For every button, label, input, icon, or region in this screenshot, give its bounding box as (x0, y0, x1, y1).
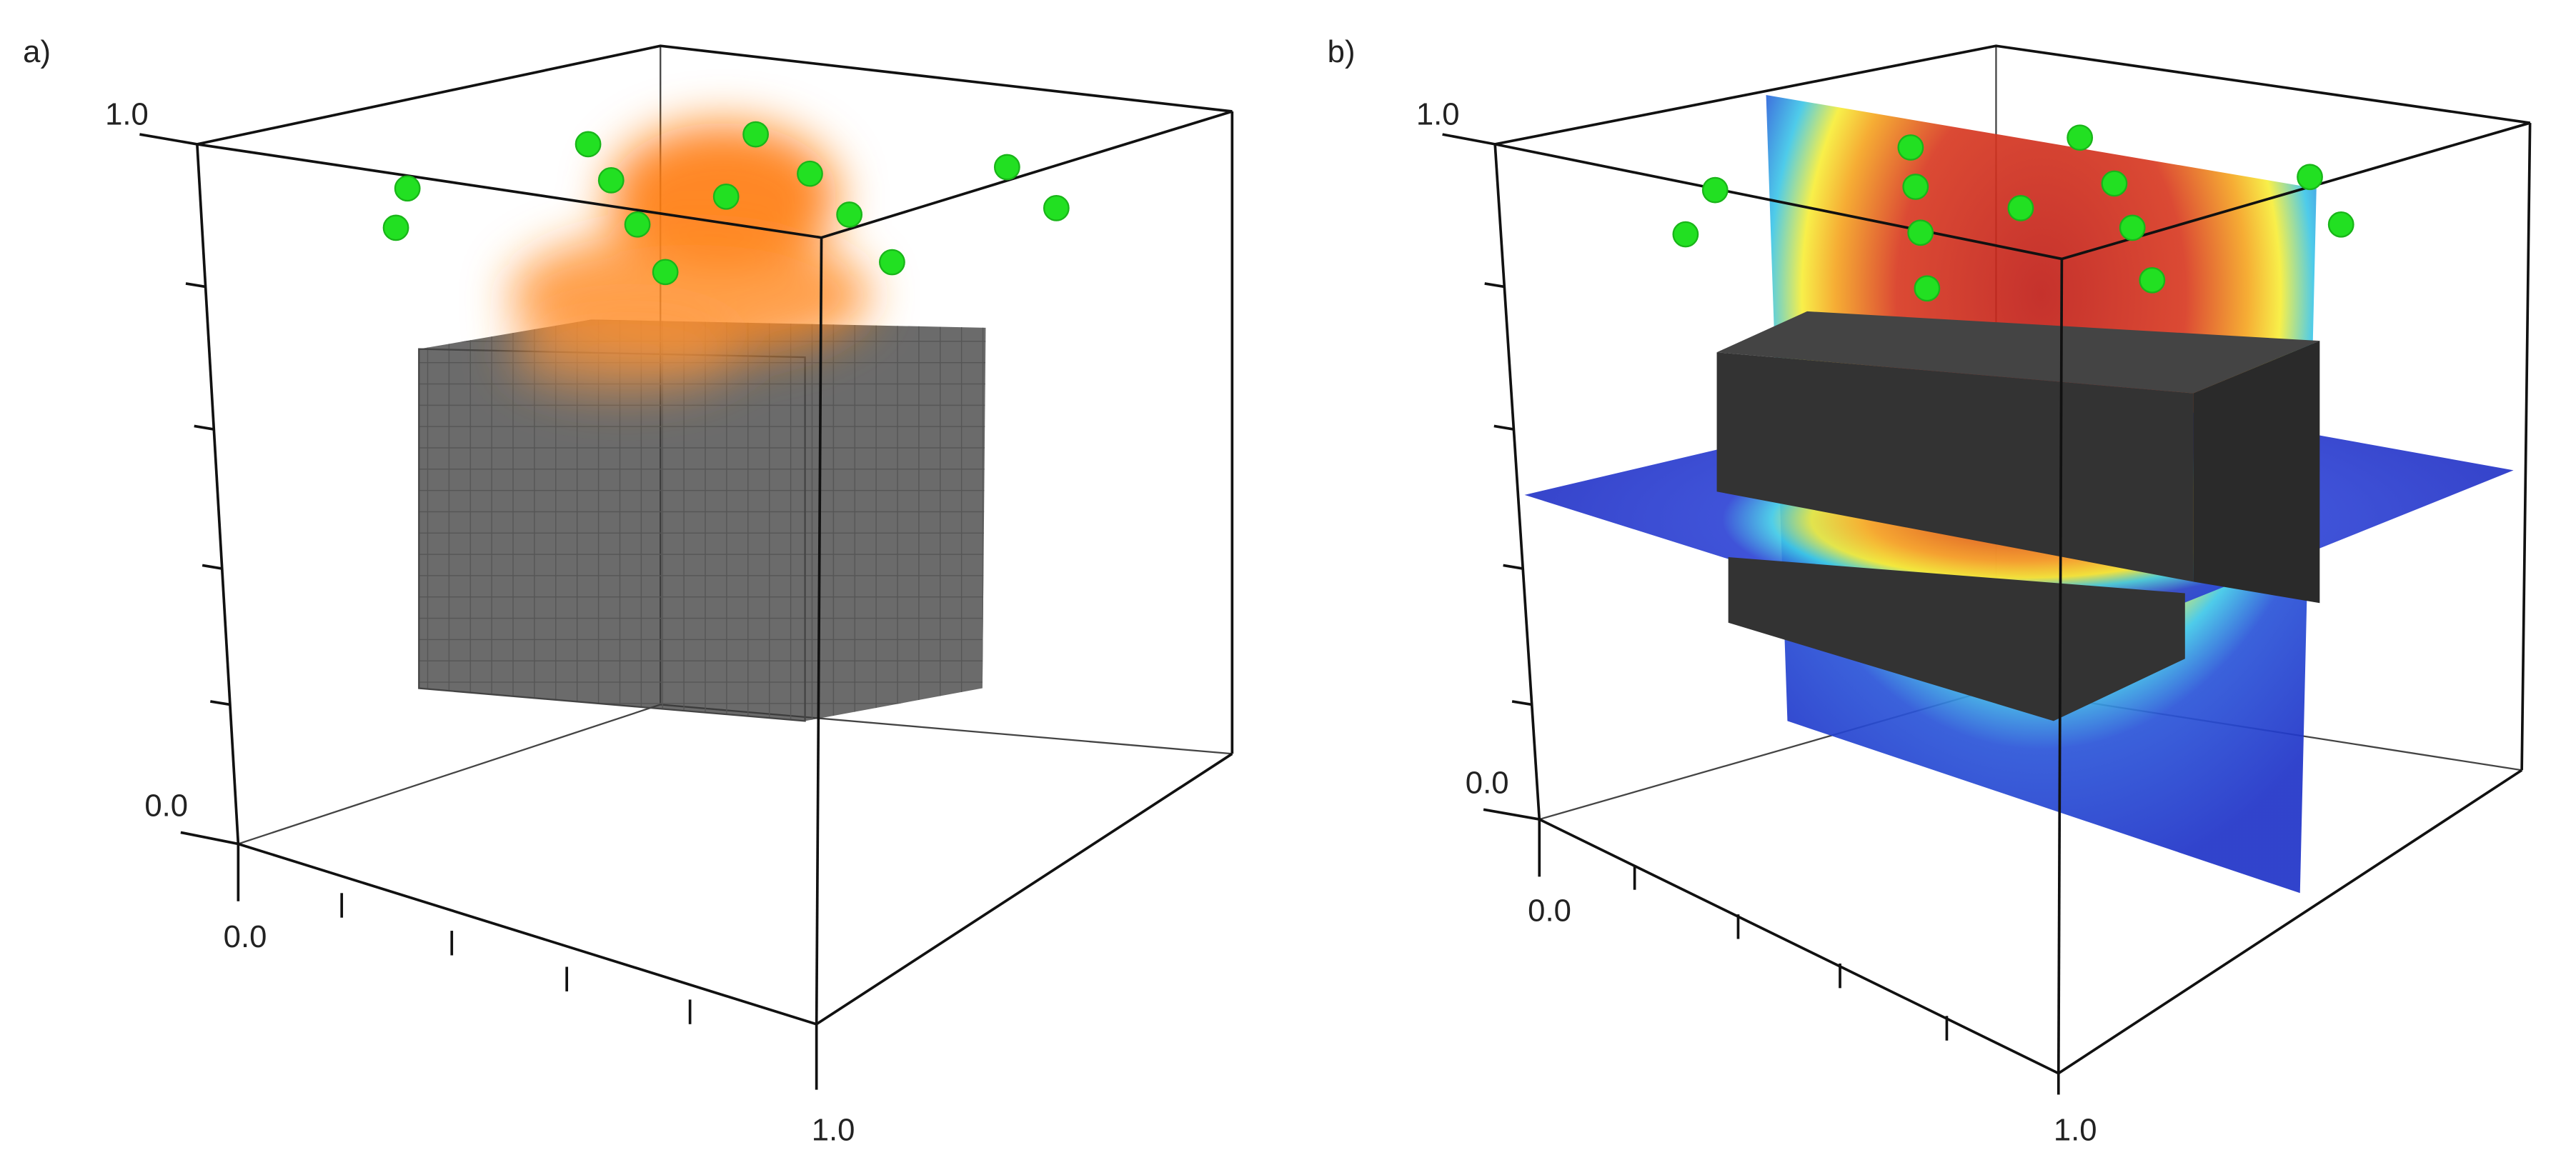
sensor-point (2139, 266, 2166, 294)
box-edge (238, 704, 1233, 845)
upper-block-side (2193, 341, 2320, 604)
axis-extension (1442, 133, 1496, 146)
sensor-point (1043, 194, 1070, 221)
axis-label: 0.0 (1466, 766, 1509, 800)
panel-a: a) 1.0 0.0 0.0 1.0 (23, 35, 1234, 1148)
sensor-point (394, 175, 421, 202)
axis-tick (1484, 282, 1505, 289)
sensor-point (797, 160, 823, 187)
box-edge (815, 237, 823, 1024)
axis-label: 0.0 (144, 789, 188, 824)
sensor-point (742, 121, 769, 148)
sensor-point (624, 211, 651, 238)
axis-label: 0.0 (224, 920, 267, 954)
sensor-point (597, 167, 625, 194)
upper-block-front (1716, 352, 2194, 582)
sensor-point (575, 131, 602, 158)
sensor-point (2327, 211, 2354, 238)
axis-tick (1511, 700, 1533, 706)
panel-b: b) 1.0 0.0 0.0 1.0 (1328, 35, 2532, 1148)
sensor-point (2297, 164, 2323, 191)
axis-label: 1.0 (105, 97, 149, 131)
sensor-point (1914, 275, 1941, 302)
axis-tick (210, 700, 231, 706)
axis-tick (1493, 424, 1514, 431)
wire-block-side (805, 327, 986, 721)
panel-label: b) (1328, 35, 1356, 69)
box-edge (1538, 769, 2523, 1075)
box-edge (196, 144, 240, 844)
sensor-point (836, 201, 863, 228)
axis-label: 1.0 (2054, 1114, 2097, 1148)
axis-tick (185, 282, 206, 289)
axis-extension (180, 831, 239, 846)
sensor-point (382, 214, 409, 241)
upper-block-top (1716, 311, 2320, 394)
sensor-point (1907, 219, 1934, 246)
panel-label: a) (23, 35, 51, 69)
sensor-point (2101, 170, 2128, 197)
box-edge (2057, 259, 2064, 1074)
axis-tick (194, 424, 214, 431)
axis-tick (202, 564, 223, 570)
sensor-point (1672, 221, 1699, 248)
box-edge (1493, 144, 1541, 820)
sensor-point (1902, 174, 1929, 200)
sensor-point (712, 183, 740, 210)
sensor-point (652, 259, 679, 286)
sensor-point (1897, 134, 1924, 161)
box-edge (2520, 123, 2532, 771)
axis-label: 0.0 (1528, 894, 1571, 928)
sensor-point (1701, 176, 1729, 204)
axis-tick (1503, 564, 1523, 570)
axis-label: 1.0 (812, 1114, 855, 1148)
sensor-point (993, 154, 1020, 181)
axis-extension (1483, 808, 1540, 821)
axis-label: 1.0 (1416, 97, 1460, 131)
lower-block (1728, 557, 2185, 721)
sensor-point (2007, 194, 2034, 221)
axis-extension (139, 133, 198, 146)
sensor-point (879, 249, 905, 276)
sensor-point (2067, 124, 2094, 151)
wire-block-front (419, 349, 805, 721)
sensor-point (2119, 214, 2146, 241)
